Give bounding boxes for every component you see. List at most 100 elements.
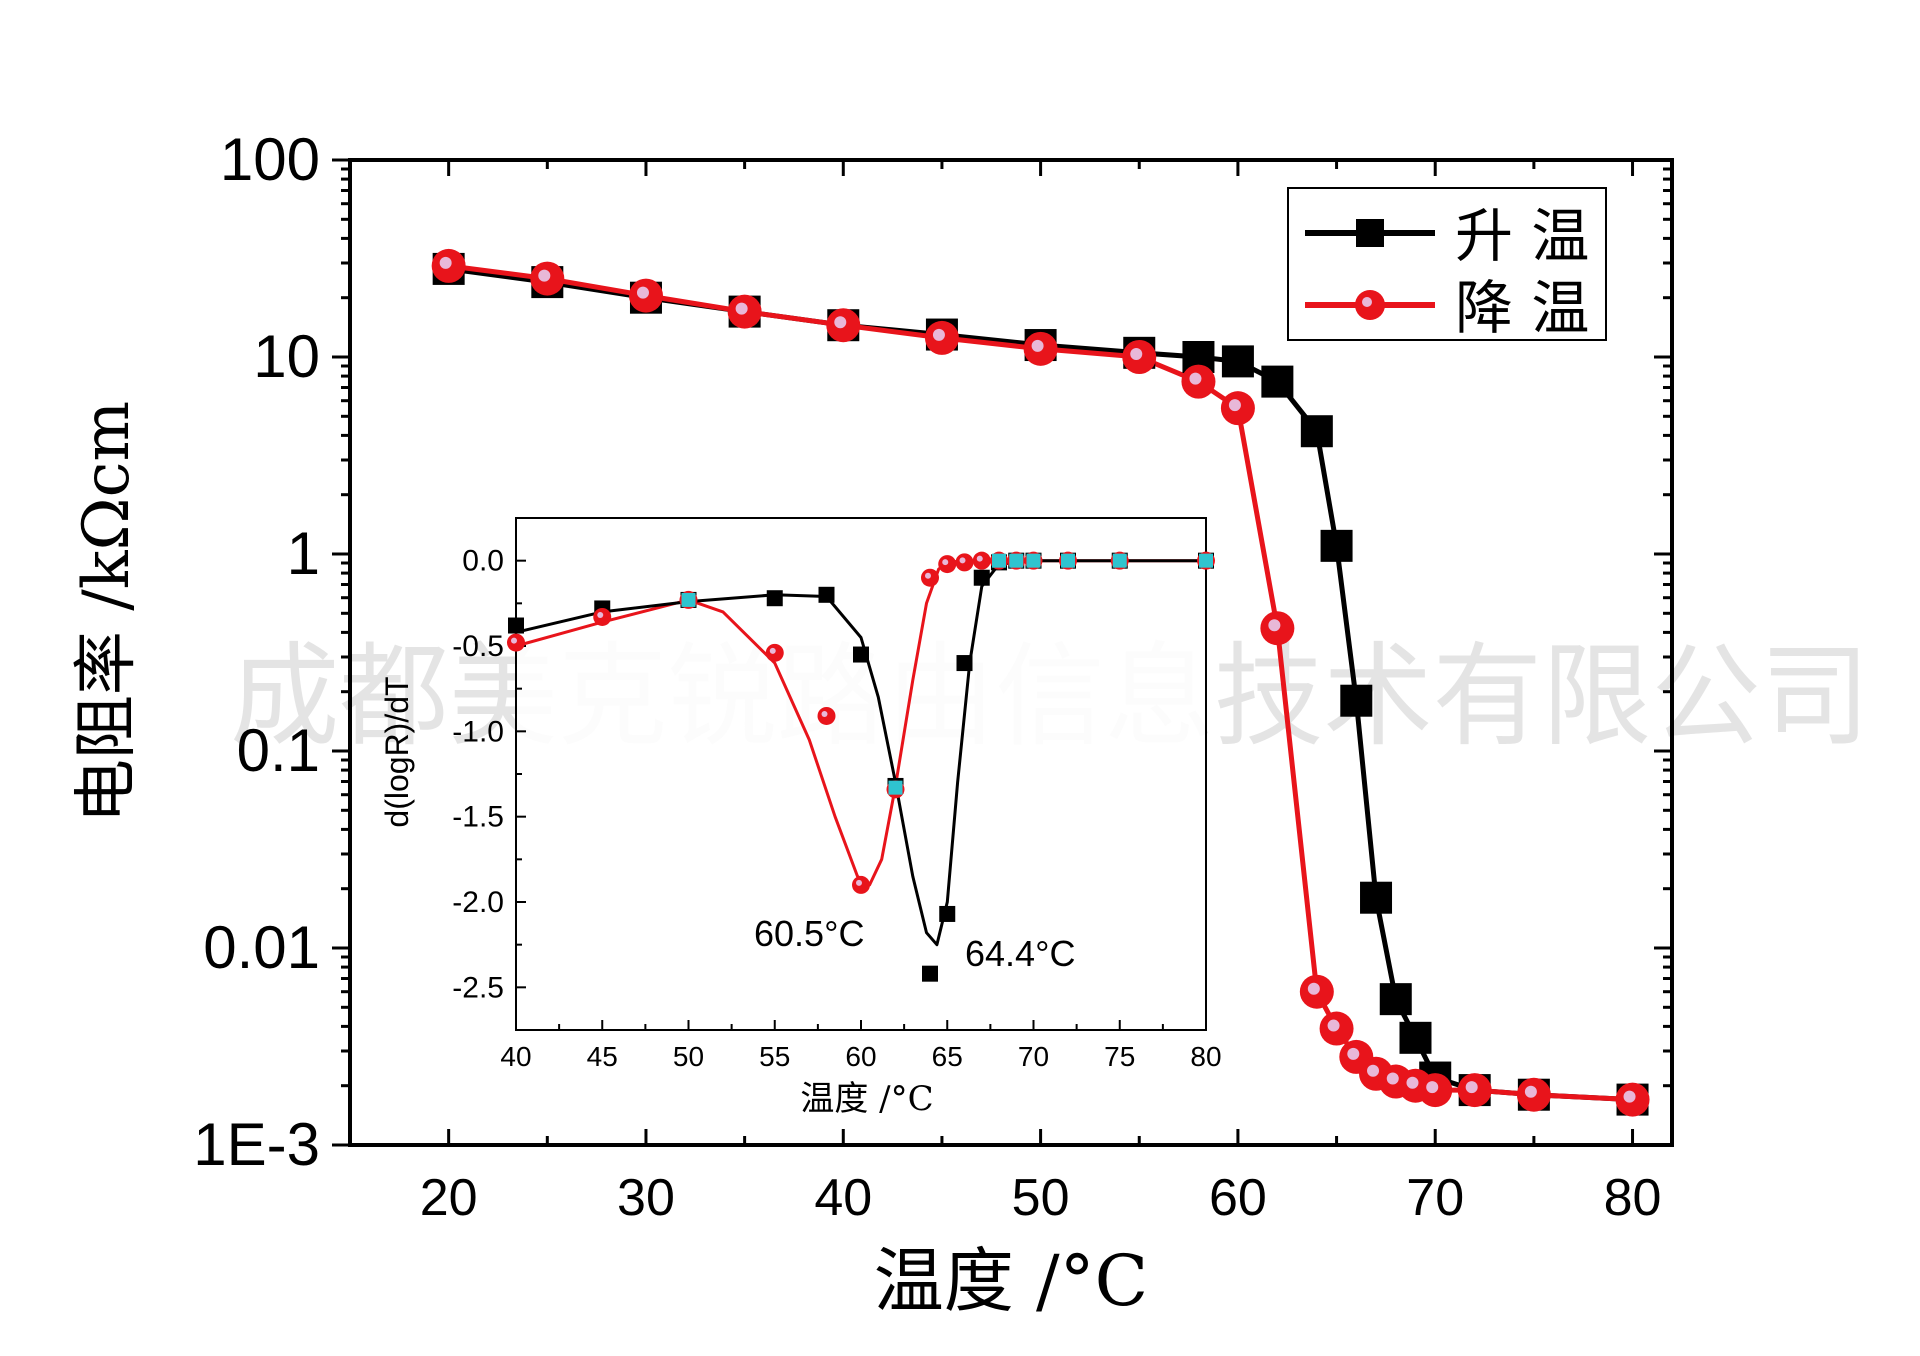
inset-y-axis-title: d(logR)/dT — [379, 676, 415, 827]
inset-point-cooling-highlight — [856, 879, 862, 886]
inset-point-cooling-highlight — [821, 710, 828, 717]
inset-y-tick-label: -1.5 — [452, 801, 504, 834]
inset-y-tick-label: -2.5 — [452, 971, 504, 1004]
inset-point-heating — [766, 590, 783, 607]
main-point-cooling-highlight — [538, 269, 551, 282]
main-y-tick-label: 100 — [220, 126, 320, 193]
main-x-tick-label: 80 — [1604, 1169, 1662, 1227]
main-x-tick-label: 50 — [1012, 1169, 1070, 1227]
main-point-heating — [1261, 365, 1294, 398]
main-series-layer — [431, 248, 1650, 1117]
inset-point-overlap — [1009, 553, 1024, 568]
main-x-tick-label: 30 — [617, 1169, 675, 1227]
inset-point-heating — [939, 905, 956, 922]
inset-x-axis-title: 温度 /°C — [800, 1079, 933, 1119]
inset-x-tick-label: 75 — [1104, 1041, 1135, 1072]
main-point-cooling-highlight — [1367, 1064, 1380, 1077]
main-point-cooling-highlight — [636, 286, 649, 299]
inset-point-overlap — [1112, 553, 1127, 568]
inset-point-heating — [853, 646, 869, 663]
main-x-tick-label: 60 — [1209, 1169, 1267, 1227]
legend-label-heating: 升 温 — [1455, 202, 1589, 270]
inset-point-heating — [922, 965, 938, 982]
inset-point-cooling-highlight — [959, 557, 966, 564]
main-point-cooling-highlight — [1228, 399, 1241, 412]
inset-x-tick-label: 65 — [932, 1041, 963, 1072]
inset-point-overlap — [1061, 553, 1075, 568]
main-plot-frame — [348, 158, 1674, 1147]
inset-x-tick-label: 40 — [500, 1041, 531, 1072]
inset-x-tick-label: 80 — [1190, 1041, 1221, 1072]
inset-series-layer — [507, 551, 1215, 982]
inset-y-tick-label: 0.0 — [462, 545, 504, 578]
main-point-heating — [1340, 684, 1373, 717]
inset-x-tick-label: 50 — [673, 1041, 704, 1072]
inset-point-cooling-highlight — [925, 572, 931, 579]
inset-plot-background — [516, 518, 1206, 1030]
main-y-tick-label: 1E-3 — [193, 1111, 320, 1178]
main-point-cooling-highlight — [1386, 1072, 1399, 1085]
main-point-heating — [1300, 415, 1333, 448]
legend: 升 温 降 温 — [1287, 187, 1607, 342]
inset-point-overlap — [681, 592, 696, 607]
inset-axis-ticks: 40 45 50 55 60 65 70 75 80 0.0 -0.5 -1.0 -1.5 -2.0 -2.… — [452, 545, 1221, 1072]
inset-point-cooling-highlight — [976, 555, 983, 562]
main-point-heating — [1360, 881, 1393, 914]
main-y-tick-label: 10 — [253, 323, 320, 390]
main-point-heating — [1320, 529, 1353, 562]
inset-x-tick-label: 60 — [845, 1041, 876, 1072]
inset-y-tick-label: -0.5 — [452, 630, 504, 663]
main-axis-ticks: 20 30 40 50 60 70 80 1E-3 0.01 0.1 1 10 100 — [193, 126, 1672, 1227]
main-x-tick-label: 40 — [814, 1169, 872, 1227]
main-point-cooling-highlight — [1524, 1085, 1537, 1098]
inset-point-heating — [508, 617, 524, 634]
main-point-cooling-highlight — [1347, 1047, 1360, 1060]
main-point-cooling-highlight — [1031, 339, 1044, 352]
main-y-tick-label: 1 — [287, 520, 320, 587]
inset-point-heating — [956, 655, 973, 672]
main-point-cooling-highlight — [834, 316, 847, 329]
legend-marker-cooling-highlight — [1362, 297, 1372, 307]
inset-point-cooling-highlight — [597, 611, 604, 618]
inset-x-tick-label: 45 — [587, 1041, 618, 1072]
main-point-heating — [1221, 345, 1254, 378]
inset-x-tick-label: 70 — [1018, 1041, 1049, 1072]
legend-box — [1287, 187, 1607, 341]
main-y-axis-title: 电阻率 /kΩcm — [70, 401, 144, 823]
main-point-cooling-highlight — [1130, 348, 1143, 360]
main-point-cooling-highlight — [1426, 1081, 1439, 1094]
inset-annotation-peak-heating: 64.4°C — [965, 933, 1075, 974]
main-point-cooling-highlight — [1406, 1076, 1419, 1089]
inset-point-heating — [818, 586, 835, 603]
main-point-heating — [1379, 983, 1412, 1016]
legend-marker-heating — [1356, 219, 1384, 247]
inset-point-cooling-highlight — [511, 637, 517, 644]
main-point-heating — [1399, 1021, 1432, 1054]
main-y-tick-label: 0.1 — [237, 717, 320, 784]
main-point-cooling-highlight — [1307, 982, 1320, 995]
main-point-cooling-highlight — [1189, 372, 1202, 385]
inset-point-overlap — [992, 553, 1006, 568]
inset-point-cooling-highlight — [942, 559, 949, 566]
inset-point-overlap — [1026, 553, 1041, 568]
main-point-cooling-highlight — [1327, 1019, 1340, 1032]
inset-point-overlap — [1199, 553, 1213, 568]
main-point-cooling-highlight — [932, 328, 945, 341]
main-x-tick-label: 70 — [1406, 1169, 1464, 1227]
main-point-cooling-highlight — [439, 256, 452, 269]
main-point-cooling-highlight — [735, 302, 748, 315]
inset-x-tick-label: 55 — [759, 1041, 790, 1072]
inset-y-tick-label: -2.0 — [452, 886, 504, 919]
main-point-cooling-highlight — [1268, 619, 1281, 632]
inset-y-tick-label: -1.0 — [452, 715, 504, 748]
main-y-tick-label: 0.01 — [203, 914, 320, 981]
main-x-tick-label: 20 — [420, 1169, 478, 1227]
inset-annotation-peak-cooling: 60.5°C — [754, 913, 864, 954]
main-point-cooling-highlight — [1623, 1090, 1636, 1103]
legend-label-cooling: 降 温 — [1455, 274, 1589, 342]
main-point-cooling-highlight — [1465, 1081, 1478, 1094]
main-x-axis-title: 温度 /°C — [874, 1240, 1148, 1322]
inset-point-cooling-highlight — [769, 647, 776, 654]
inset-point-overlap — [888, 780, 903, 795]
